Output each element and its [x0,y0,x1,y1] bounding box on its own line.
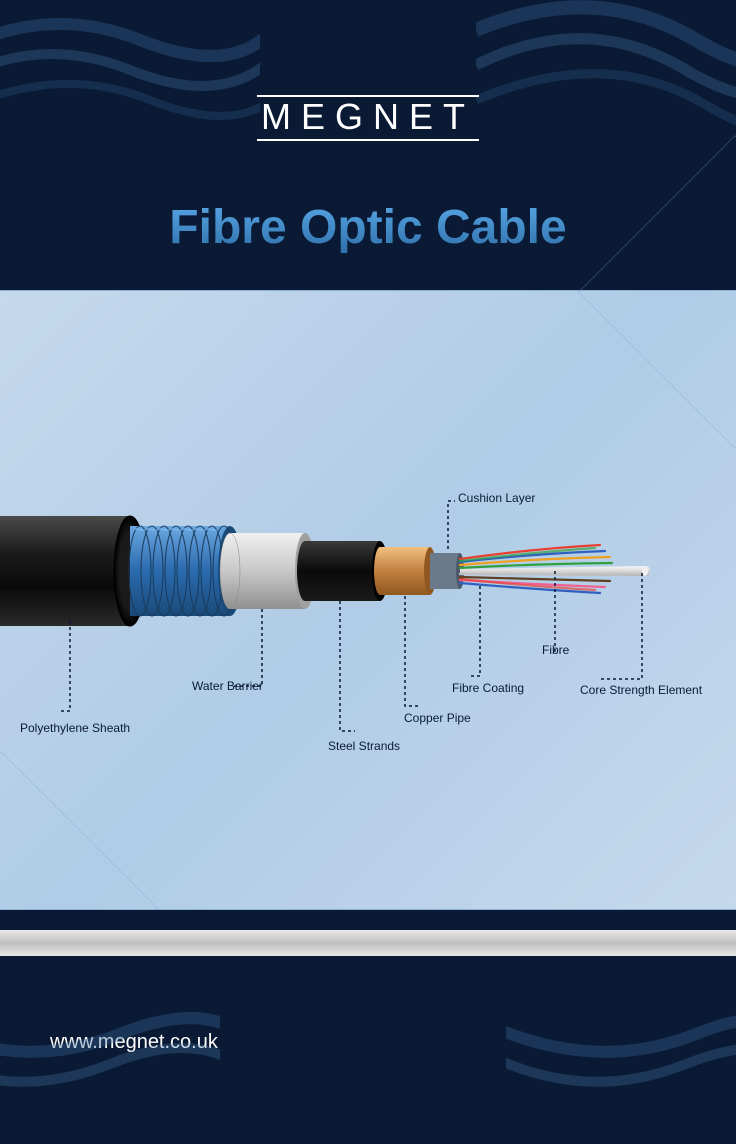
leader-lines [0,291,736,911]
page-title: Fibre Optic Cable [169,200,566,255]
label-fibre-coating: Fibre Coating [452,681,524,695]
wave-top-right [476,0,736,190]
footer: www.megnet.co.uk [0,910,736,1104]
label-copper: Copper Pipe [404,711,471,725]
label-cushion: Cushion Layer [458,491,535,505]
wave-top-left [0,0,260,180]
wave-bottom-right [506,954,736,1134]
diagram-area: Cushion Layer Polyethylene Sheath Water … [0,290,736,910]
label-fibre: Fibre [542,643,569,657]
label-sheath: Polyethylene Sheath [20,721,130,735]
brand-logo: MEGNET [257,95,479,141]
label-steel: Steel Strands [328,739,400,753]
label-water: Water Barrier [192,679,263,693]
wave-bottom-left [0,964,220,1144]
label-core: Core Strength Element [580,683,702,697]
